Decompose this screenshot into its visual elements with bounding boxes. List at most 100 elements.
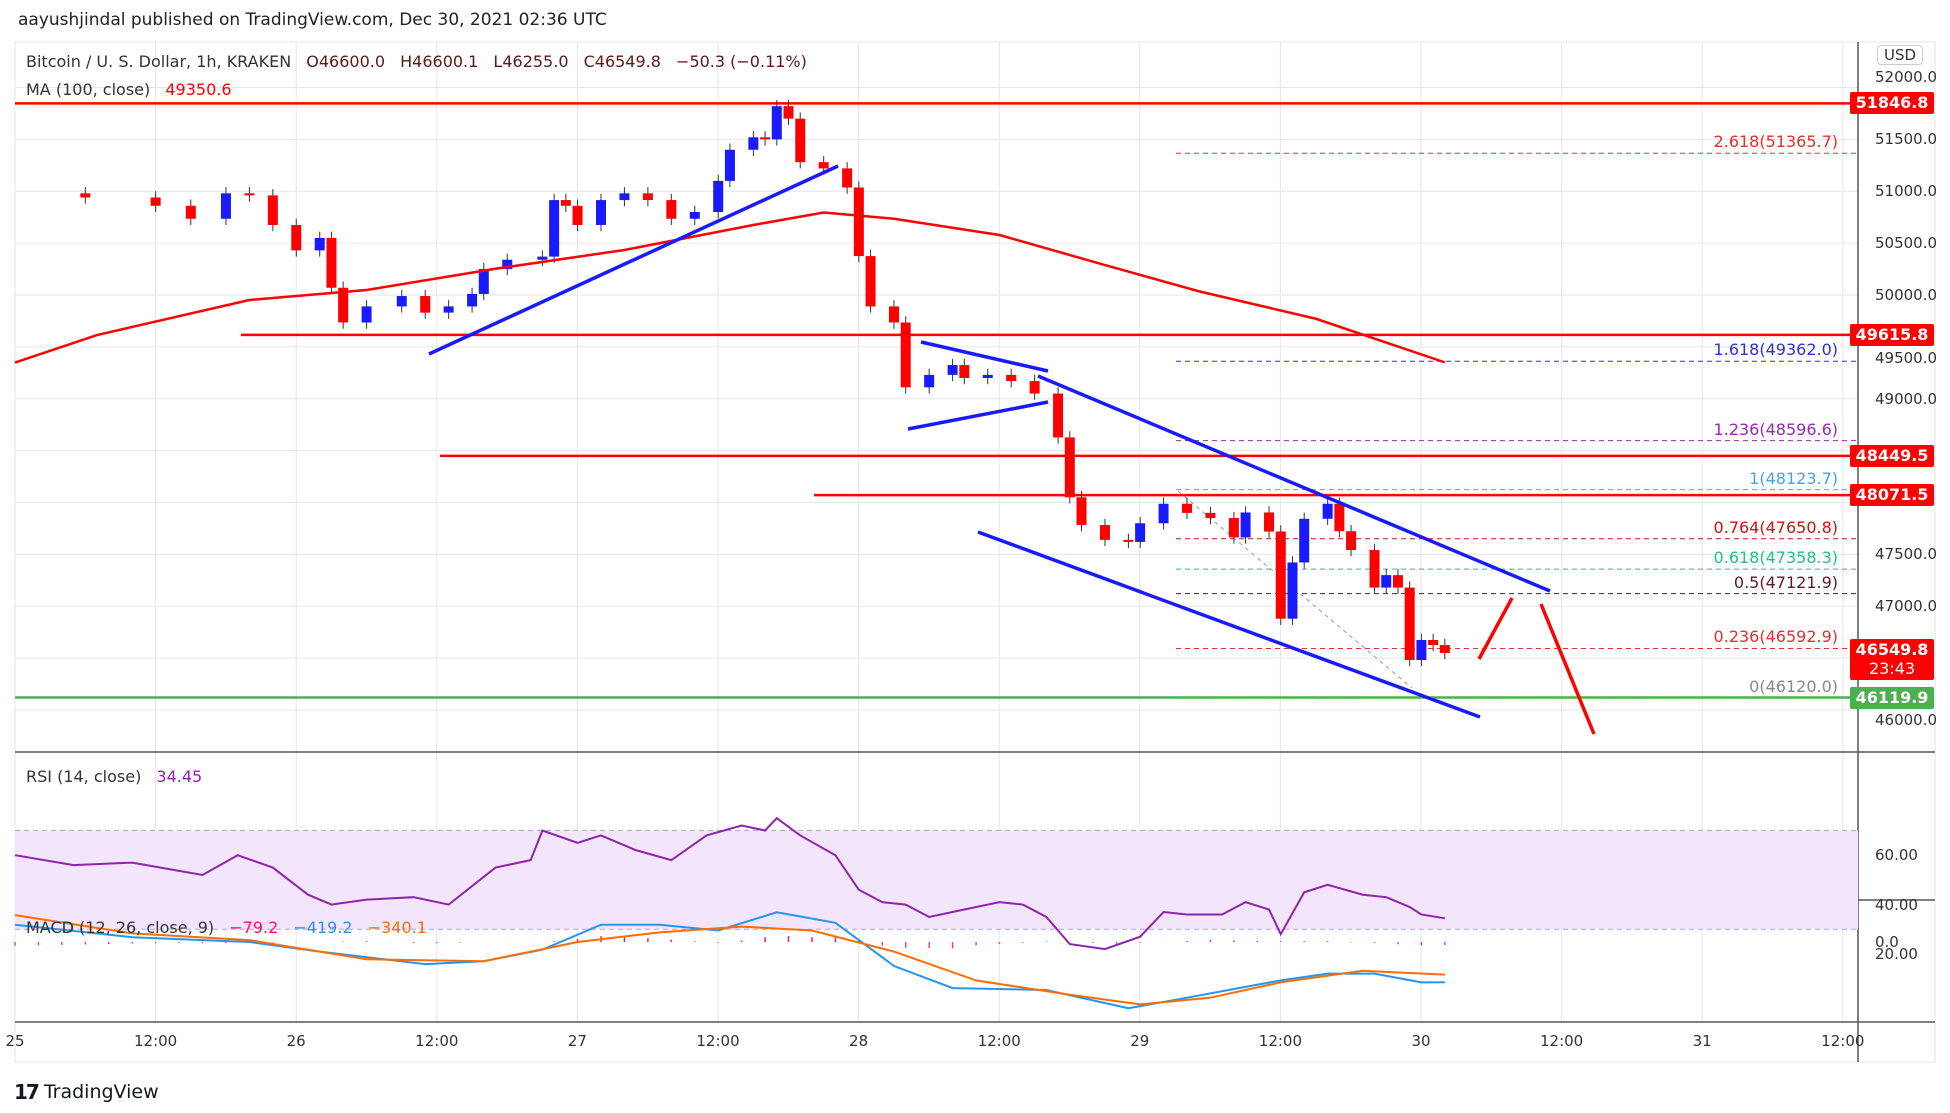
candle-up — [619, 193, 630, 201]
symbol-name: Bitcoin / U. S. Dollar, 1h, KRAKEN — [26, 52, 292, 71]
time-tick: 28 — [849, 1032, 869, 1050]
candle-down — [642, 193, 653, 201]
time-tick: 12:00 — [696, 1032, 740, 1050]
price-tick: 49500.0 — [1875, 349, 1938, 367]
time-tick: 12:00 — [415, 1032, 459, 1050]
candle-up — [396, 296, 407, 307]
time-tick: 31 — [1692, 1032, 1712, 1050]
ma-value: 49350.6 — [165, 80, 232, 99]
candle-down — [842, 168, 853, 188]
fib-label: 0.236(46592.9) — [1713, 627, 1838, 647]
trend-line — [907, 400, 1049, 431]
price-tick: 46000.0 — [1875, 711, 1938, 729]
candle-up — [1240, 512, 1251, 538]
candle-down — [326, 237, 337, 288]
close-value: C46549.8 — [583, 52, 661, 71]
time-tick: 12:00 — [1821, 1032, 1865, 1050]
candle-up — [1135, 523, 1146, 542]
rsi-tick: 60.00 — [1875, 846, 1918, 865]
candle-down — [1228, 518, 1239, 538]
candle-down — [1053, 393, 1064, 438]
candle-down — [818, 162, 829, 169]
candle-down — [338, 287, 349, 323]
price-tick: 47500.0 — [1875, 545, 1938, 564]
candle-down — [1334, 503, 1345, 532]
tradingview-logo[interactable]: 17 TradingView — [14, 1080, 159, 1104]
candle-down — [959, 365, 970, 378]
time-tick: 25 — [5, 1032, 25, 1050]
ma100-line — [14, 211, 1446, 364]
candle-down — [666, 200, 677, 219]
candle-up — [443, 306, 454, 313]
fib-label: 2.618(51365.7) — [1713, 132, 1838, 152]
candle-down — [900, 322, 911, 388]
candle-down — [1029, 381, 1040, 394]
candle-up — [314, 237, 325, 251]
candle-down — [267, 195, 278, 225]
candle-down — [1404, 587, 1415, 660]
logo-text: TradingView — [43, 1081, 159, 1103]
time-tick: 26 — [286, 1032, 306, 1050]
fib-label: 0.618(47358.3) — [1713, 548, 1838, 568]
candle-down — [1392, 575, 1403, 588]
candle-up — [748, 137, 759, 150]
macd-line-value: −419.2 — [293, 918, 353, 937]
candle-up — [467, 293, 478, 307]
candle-down — [420, 296, 431, 313]
trend-line — [977, 530, 1481, 719]
rsi-tick: 20.00 — [1875, 945, 1918, 963]
candle-down — [1369, 550, 1380, 588]
macd-label: MACD (12, 26, close, 9) — [26, 918, 215, 937]
candle-up — [1322, 503, 1333, 519]
time-tick: 30 — [1411, 1032, 1431, 1050]
price-label: 48449.5 — [1850, 444, 1934, 467]
time-tick: 29 — [1130, 1032, 1150, 1050]
fib-label: 1(48123.7) — [1749, 468, 1838, 488]
candle-up — [549, 200, 560, 257]
publish-info: aayushjindal published on TradingView.co… — [18, 10, 607, 30]
candle-down — [783, 106, 794, 119]
rsi-value: 34.45 — [156, 767, 203, 786]
candle-down — [865, 256, 876, 307]
candle-up — [1299, 518, 1310, 563]
rsi-tick: 40.00 — [1875, 895, 1918, 914]
candle-up — [1158, 503, 1169, 524]
candle-down — [853, 187, 864, 257]
price-tick: 47000.0 — [1875, 597, 1938, 616]
candle-down — [1076, 497, 1087, 526]
currency-button[interactable]: USD — [1877, 45, 1924, 65]
low-value: L46255.0 — [493, 52, 569, 71]
candle-down — [1099, 525, 1110, 540]
candle-down — [80, 193, 91, 198]
time-tick: 27 — [567, 1032, 587, 1050]
fib-label: 1.618(49362.0) — [1713, 340, 1838, 360]
chart-frame — [14, 41, 1936, 1063]
time-tick: 12:00 — [1539, 1032, 1584, 1050]
rsi-label: RSI (14, close) — [26, 767, 142, 786]
last-price-label: 46549.8 23:43 — [1850, 638, 1934, 680]
candle-down — [889, 306, 899, 323]
price-tick: 52000.0 — [1875, 68, 1938, 86]
macd-hist-value: −79.2 — [229, 918, 279, 937]
candle-down — [1205, 512, 1216, 519]
open-value: O46600.0 — [306, 52, 386, 71]
price-tick: 50500.0 — [1875, 234, 1938, 253]
price-tick: 50000.0 — [1875, 286, 1938, 304]
candle-up — [596, 200, 606, 225]
rsi-line — [14, 816, 1446, 951]
candle-up — [713, 180, 724, 212]
price-tick: 51000.0 — [1875, 182, 1938, 201]
candle-down — [150, 197, 161, 206]
candle-up — [947, 365, 958, 375]
candle-up — [502, 259, 513, 270]
price-label: 51846.8 — [1850, 92, 1934, 115]
price-tick: 49000.0 — [1875, 389, 1938, 408]
candle-down — [760, 137, 771, 140]
candle-up — [1381, 575, 1392, 588]
candle-down — [1275, 531, 1286, 619]
candle-down — [1428, 639, 1439, 646]
candle-up — [982, 374, 993, 378]
candle-up — [220, 193, 231, 219]
rsi-band — [15, 830, 1858, 930]
